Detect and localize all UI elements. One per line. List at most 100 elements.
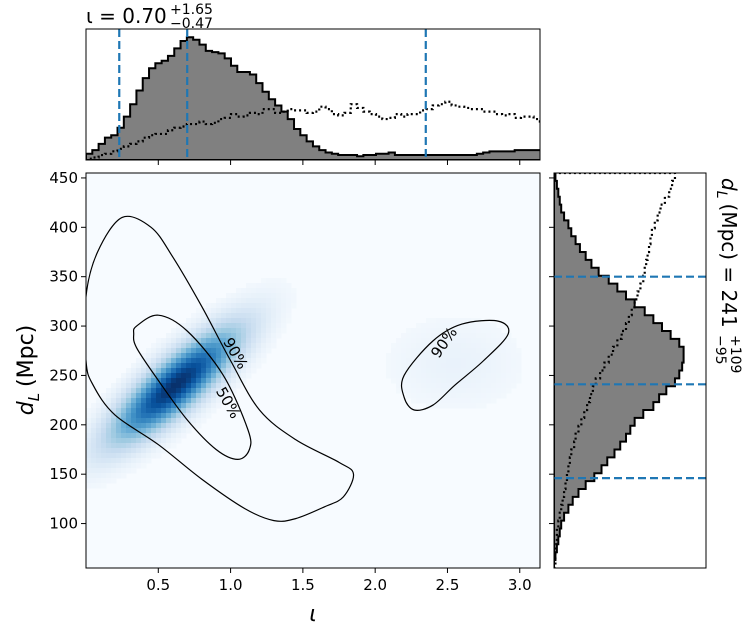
heatmap-cell bbox=[256, 338, 262, 344]
heatmap-cell bbox=[186, 403, 192, 409]
heatmap-cell bbox=[446, 348, 452, 354]
heatmap-cell bbox=[181, 388, 187, 394]
heatmap-cell bbox=[116, 413, 122, 419]
heatmap-cell bbox=[141, 373, 147, 379]
heatmap-cell bbox=[171, 418, 177, 424]
heatmap-cell bbox=[426, 378, 432, 384]
heatmap-cell bbox=[496, 328, 502, 334]
heatmap-cell bbox=[486, 388, 492, 394]
heatmap-cell bbox=[131, 468, 137, 474]
heatmap-cell bbox=[111, 443, 117, 449]
heatmap-cell bbox=[236, 343, 242, 349]
heatmap-cell bbox=[121, 468, 127, 474]
heatmap-cell bbox=[421, 323, 427, 329]
heatmap-cell bbox=[121, 458, 127, 464]
heatmap-cell bbox=[136, 413, 142, 419]
heatmap-cell bbox=[196, 373, 202, 379]
heatmap-cell bbox=[156, 363, 162, 369]
heatmap-cell bbox=[396, 343, 402, 349]
heatmap-cell bbox=[196, 383, 202, 389]
heatmap-cell bbox=[516, 378, 522, 384]
heatmap-cell bbox=[266, 303, 272, 309]
heatmap-cell bbox=[386, 363, 392, 369]
y-axis-label: dL (Mpc) bbox=[14, 325, 43, 416]
heatmap-cell bbox=[271, 303, 277, 309]
heatmap-cell bbox=[456, 403, 462, 409]
heatmap-cell bbox=[131, 463, 137, 469]
heatmap-cell bbox=[401, 348, 407, 354]
heatmap-cell bbox=[266, 338, 272, 344]
heatmap-cell bbox=[131, 458, 137, 464]
heatmap-cell bbox=[146, 423, 152, 429]
heatmap-cell bbox=[126, 448, 132, 454]
heatmap-cell bbox=[396, 373, 402, 379]
heatmap-cell bbox=[246, 348, 252, 354]
heatmap-cell bbox=[186, 413, 192, 419]
heatmap-cell bbox=[221, 343, 227, 349]
heatmap-cell bbox=[141, 438, 147, 444]
heatmap-cell bbox=[151, 368, 157, 374]
heatmap-cell bbox=[456, 368, 462, 374]
heatmap-cell bbox=[101, 398, 107, 404]
heatmap-cell bbox=[416, 368, 422, 374]
heatmap-cell bbox=[146, 383, 152, 389]
heatmap-cell bbox=[161, 428, 167, 434]
heatmap-cell bbox=[486, 358, 492, 364]
heatmap-cell bbox=[116, 388, 122, 394]
heatmap-cell bbox=[191, 423, 197, 429]
heatmap-cell bbox=[156, 368, 162, 374]
heatmap-cell bbox=[161, 433, 167, 439]
heatmap-cell bbox=[196, 408, 202, 414]
heatmap-cell bbox=[276, 333, 282, 339]
heatmap-cell bbox=[96, 438, 102, 444]
heatmap-cell bbox=[206, 323, 212, 329]
heatmap-cell bbox=[426, 358, 432, 364]
heatmap-cell bbox=[86, 473, 92, 479]
heatmap-cell bbox=[226, 368, 232, 374]
heatmap-cell bbox=[96, 413, 102, 419]
heatmap-cell bbox=[406, 353, 412, 359]
heatmap-cell bbox=[391, 348, 397, 354]
heatmap-cell bbox=[231, 373, 237, 379]
heatmap-cell bbox=[196, 403, 202, 409]
heatmap-cell bbox=[241, 318, 247, 324]
heatmap-cell bbox=[501, 333, 507, 339]
heatmap-cell bbox=[151, 388, 157, 394]
y-axis-label-unit: (Mpc) bbox=[14, 325, 39, 387]
heatmap-cell bbox=[511, 343, 517, 349]
heatmap-cell bbox=[281, 303, 287, 309]
heatmap-cell bbox=[106, 463, 112, 469]
heatmap-cell bbox=[206, 383, 212, 389]
heatmap-cell bbox=[476, 328, 482, 334]
heatmap-cell bbox=[236, 323, 242, 329]
heatmap-cell bbox=[91, 403, 97, 409]
heatmap-cell bbox=[176, 338, 182, 344]
heatmap-cell bbox=[491, 328, 497, 334]
heatmap-cell bbox=[91, 468, 97, 474]
heatmap-cell bbox=[481, 323, 487, 329]
heatmap-cell bbox=[456, 373, 462, 379]
heatmap-cell bbox=[281, 283, 287, 289]
heatmap-cell bbox=[86, 453, 92, 459]
heatmap-cell bbox=[386, 373, 392, 379]
heatmap-cell bbox=[426, 338, 432, 344]
heatmap-cell bbox=[461, 318, 467, 324]
heatmap-cell bbox=[481, 403, 487, 409]
heatmap-cell bbox=[266, 328, 272, 334]
heatmap-cell bbox=[111, 413, 117, 419]
heatmap-cell bbox=[126, 453, 132, 459]
x-tick-label: 1.0 bbox=[219, 576, 243, 594]
heatmap-cell bbox=[211, 313, 217, 319]
heatmap-cell bbox=[471, 338, 477, 344]
heatmap-cell bbox=[186, 343, 192, 349]
heatmap-cell bbox=[141, 353, 147, 359]
heatmap-cell bbox=[251, 283, 257, 289]
heatmap-cell bbox=[461, 393, 467, 399]
heatmap-cell bbox=[276, 288, 282, 294]
heatmap-cell bbox=[416, 343, 422, 349]
heatmap-cell bbox=[466, 373, 472, 379]
heatmap-cell bbox=[416, 323, 422, 329]
heatmap-cell bbox=[396, 338, 402, 344]
heatmap-cell bbox=[91, 423, 97, 429]
heatmap-cell bbox=[491, 333, 497, 339]
